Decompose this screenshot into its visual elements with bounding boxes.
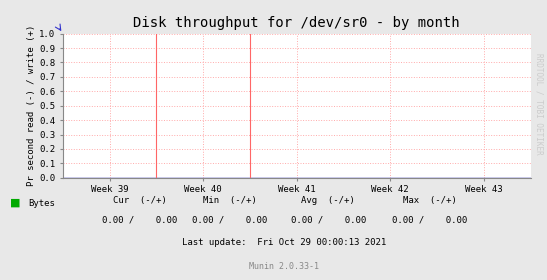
Text: 0.00 /    0.00: 0.00 / 0.00 <box>192 215 267 224</box>
Y-axis label: Pr second read (-) / write (+): Pr second read (-) / write (+) <box>27 25 36 186</box>
Title: Disk throughput for /dev/sr0 - by month: Disk throughput for /dev/sr0 - by month <box>133 16 460 30</box>
Text: 0.00 /    0.00: 0.00 / 0.00 <box>392 215 467 224</box>
Text: Avg  (-/+): Avg (-/+) <box>301 196 355 205</box>
Text: Cur  (-/+): Cur (-/+) <box>113 196 166 205</box>
Text: Munin 2.0.33-1: Munin 2.0.33-1 <box>249 262 319 271</box>
Text: 0.00 /    0.00: 0.00 / 0.00 <box>102 215 177 224</box>
Text: ■: ■ <box>10 198 20 208</box>
Text: 0.00 /    0.00: 0.00 / 0.00 <box>290 215 366 224</box>
Text: Min  (-/+): Min (-/+) <box>203 196 257 205</box>
Text: Last update:  Fri Oct 29 00:00:13 2021: Last update: Fri Oct 29 00:00:13 2021 <box>182 238 387 247</box>
Text: RRDTOOL / TOBI OETIKER: RRDTOOL / TOBI OETIKER <box>534 53 543 155</box>
Text: Max  (-/+): Max (-/+) <box>403 196 456 205</box>
Text: Bytes: Bytes <box>28 199 55 207</box>
